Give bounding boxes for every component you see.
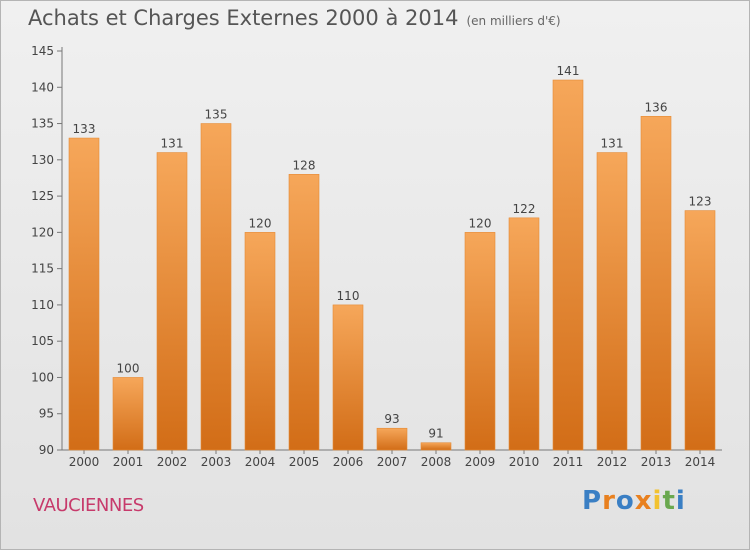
chart-unit: (en milliers d'€) xyxy=(466,14,561,28)
bar xyxy=(156,152,188,451)
data-label: 136 xyxy=(645,100,668,114)
data-label: 110 xyxy=(337,289,360,303)
logo-letter: i xyxy=(675,486,686,516)
logo-letter: o xyxy=(615,486,635,516)
y-tick-label: 90 xyxy=(39,443,54,457)
x-tick-label: 2014 xyxy=(685,455,716,469)
data-label: 93 xyxy=(384,412,399,426)
data-label: 120 xyxy=(249,216,272,230)
bar xyxy=(596,152,628,451)
bar xyxy=(200,123,232,451)
proxiti-logo[interactable]: Proxiti xyxy=(582,486,686,516)
x-tick-label: 2001 xyxy=(113,455,144,469)
data-label: 133 xyxy=(73,122,96,136)
x-tick-label: 2007 xyxy=(377,455,408,469)
logo-letter: x xyxy=(634,486,653,516)
bar xyxy=(508,217,540,451)
data-label: 123 xyxy=(689,195,712,209)
x-tick-label: 2011 xyxy=(553,455,584,469)
bar xyxy=(464,232,496,451)
data-label: 128 xyxy=(293,158,316,172)
x-tick-label: 2008 xyxy=(421,455,452,469)
data-label: 122 xyxy=(513,202,536,216)
y-tick-label: 130 xyxy=(31,153,54,167)
data-label: 141 xyxy=(557,64,580,78)
logo-letter: t xyxy=(662,486,676,516)
data-label: 91 xyxy=(428,427,443,441)
data-label: 120 xyxy=(469,216,492,230)
bars xyxy=(68,79,716,451)
y-tick-label: 120 xyxy=(31,225,54,239)
x-tick-label: 2009 xyxy=(465,455,496,469)
x-tick-label: 2002 xyxy=(157,455,188,469)
y-tick-label: 135 xyxy=(31,117,54,131)
y-tick-label: 140 xyxy=(31,80,54,94)
bar xyxy=(420,442,452,451)
x-tick-label: 2012 xyxy=(597,455,628,469)
bar xyxy=(112,377,144,451)
data-label: 135 xyxy=(205,108,228,122)
data-labels: 133 100 131 135 120 128 110 93 91 120 122 141 131 136… xyxy=(73,64,712,441)
bar xyxy=(332,304,364,451)
x-tick-label: 2000 xyxy=(69,455,100,469)
y-tick-label: 105 xyxy=(31,334,54,348)
logo-letter: i xyxy=(652,486,663,516)
x-tick-label: 2003 xyxy=(201,455,232,469)
x-tick-label: 2010 xyxy=(509,455,540,469)
y-tick-label: 100 xyxy=(31,370,54,384)
data-label: 131 xyxy=(161,137,184,151)
x-tick-label: 2004 xyxy=(245,455,276,469)
y-tick-label: 125 xyxy=(31,189,54,203)
bar xyxy=(684,210,716,451)
y-tick-label: 145 xyxy=(31,44,54,58)
bar xyxy=(376,427,408,451)
y-tick-label: 110 xyxy=(31,298,54,312)
bar xyxy=(640,115,672,451)
x-tick-label: 2005 xyxy=(289,455,320,469)
bar xyxy=(552,79,584,451)
bar xyxy=(244,232,276,451)
logo-letter: P xyxy=(582,486,603,516)
data-label: 100 xyxy=(117,361,140,375)
y-tick-label: 95 xyxy=(39,407,54,421)
x-tick-label: 2006 xyxy=(333,455,364,469)
bar xyxy=(288,174,320,451)
data-label: 131 xyxy=(601,137,624,151)
y-tick-label: 115 xyxy=(31,262,54,276)
chart-title-text: Achats et Charges Externes 2000 à 2014 xyxy=(28,6,459,30)
logo-letter: r xyxy=(602,486,616,516)
commune-name: VAUCIENNES xyxy=(33,495,144,516)
chart-title: Achats et Charges Externes 2000 à 2014 (e… xyxy=(28,6,561,30)
bar xyxy=(68,137,100,451)
x-tick-label: 2013 xyxy=(641,455,672,469)
